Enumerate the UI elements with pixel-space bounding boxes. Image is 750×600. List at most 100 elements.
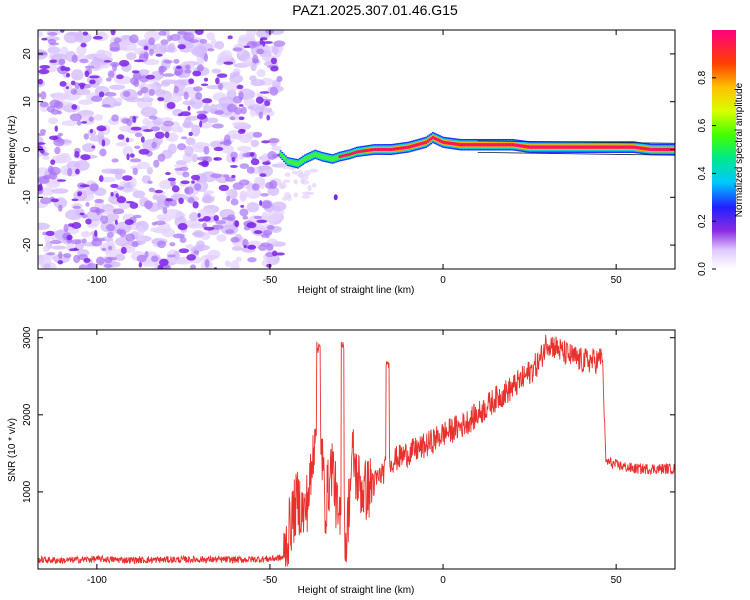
noise-blob [193,86,203,92]
colorbar-label: Normalized spectral amplitude [734,82,745,217]
noise-blob [68,248,80,252]
ridge-band-core [530,145,533,149]
noise-blob [266,211,282,222]
ridge-band-core [361,149,363,153]
ridge-band-core [522,144,524,148]
ridge-band-core [574,145,576,149]
snr-frame [37,329,676,570]
ridge-band-core [480,143,483,147]
ridge-band-core [421,141,424,145]
ridge-band-3 [321,154,324,160]
noise-blob [203,146,210,155]
noise-blob [149,48,154,56]
noise-blob [70,88,78,95]
noise-blob [170,33,181,42]
ridge-band-3 [290,159,292,165]
noise-blob [47,38,57,45]
ridge-band-core [636,145,639,150]
noise-blob [191,180,195,184]
noise-blob [51,245,67,250]
ridge-band-core [400,146,403,150]
ridge-band-core [515,143,517,147]
noise-blob [106,224,116,232]
noise-blob [125,201,135,204]
ridge-band-core [527,145,530,149]
noise-blob [58,58,66,66]
noise-blob [199,120,203,128]
noise-blob [99,242,116,253]
noise-blob [253,230,263,235]
snr-panel: -100 -50 0 50 1000 2000 3000 Height of straig… [7,326,676,596]
ridge-band-core [485,143,488,147]
noise-blob [247,244,257,250]
noise-blob [175,65,182,69]
noise-blob [271,153,279,159]
noise-blob [207,48,215,52]
ridge-band-core [497,143,500,147]
noise-blob [232,47,243,52]
noise-blob [188,131,193,137]
noise-blob [72,205,81,209]
noise-blob [136,254,147,263]
noise-blob [146,166,153,175]
noise-blob [112,208,125,215]
noise-blob [164,94,183,103]
noise-blob [133,59,144,63]
noise-blob [177,44,186,50]
noise-blob [84,65,95,69]
noise-blob [85,218,92,225]
ridge-band-core [629,145,632,149]
ridge-band-core [393,147,396,151]
ridge-band-core [475,143,478,147]
noise-blob [143,58,160,66]
noise-blob [253,215,263,220]
noise-blob [145,74,156,80]
ridge-band-core [594,145,597,149]
noise-blob [154,131,165,139]
noise-blob [38,31,44,38]
ridge-band-core [499,143,502,147]
ridge-band-core [437,138,440,142]
ridge-band-core [561,145,564,149]
colorbar-tick-label: 0.2 [697,214,708,228]
noise-blob [185,137,196,146]
noise-blob [67,167,73,177]
noise-blob [77,193,82,197]
noise-blob [206,32,216,41]
noise-blob [50,198,59,203]
ridge-band-core [608,145,611,149]
ridge-band-3 [324,155,327,160]
noise-blob [83,258,91,263]
noise-blob [231,245,243,251]
noise-blob [129,158,142,163]
noise-blob [266,263,272,268]
noise-blob [78,264,87,269]
noise-blob [107,245,113,251]
noise-blob [49,59,58,63]
noise-blob [240,106,247,115]
ridge-band-3 [331,156,334,162]
noise-blob [200,83,209,87]
noise-blob [103,60,112,63]
noise-blob [47,165,54,175]
noise-blob [261,140,271,144]
ridge-band-core [580,145,583,149]
x-tick-label: 0 [440,575,446,586]
noise-blob [183,91,189,100]
noise-blob [215,77,220,85]
y-tick-label: 10 [22,96,33,108]
ridge-band-core [451,141,453,146]
noise-blob [180,111,191,117]
noise-blob [54,146,61,155]
noise-blob [144,200,153,210]
noise-blob [198,218,205,222]
ridge-band-core [546,145,549,149]
ridge-band-3 [279,152,282,157]
noise-blob [71,222,82,229]
ridge-band-core [397,147,400,151]
noise-blob [210,173,222,179]
noise-blob [113,37,122,43]
ridge-band-core [489,143,491,147]
x-tick-label: -100 [87,275,107,286]
ridge-band-3 [326,155,329,161]
